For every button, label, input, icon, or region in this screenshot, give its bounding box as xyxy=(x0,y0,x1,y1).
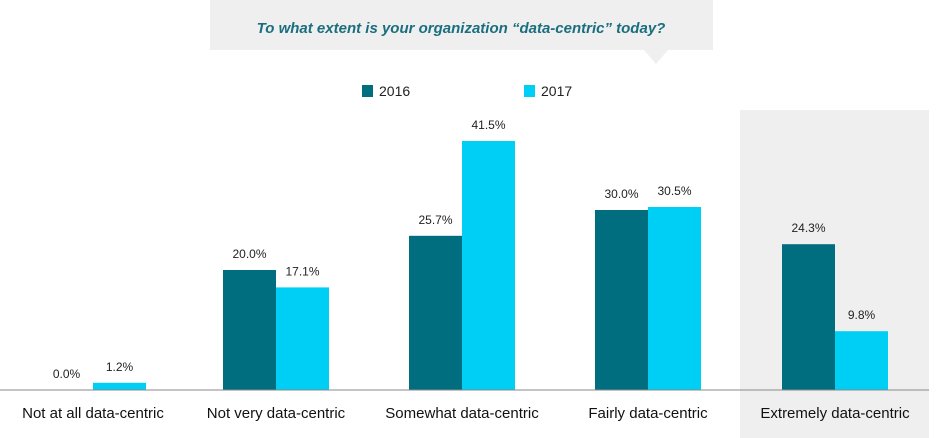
question-box-pointer xyxy=(644,50,668,64)
value-label-2017-extremely-data-centric: 9.8% xyxy=(848,308,876,322)
legend-swatch-2017 xyxy=(524,85,535,97)
legend: 2016 2017 xyxy=(362,83,572,99)
value-label-2017-fairly-data-centric: 30.5% xyxy=(657,184,691,198)
value-label-2016-not-very-data-centric: 20.0% xyxy=(232,247,266,261)
value-label-2017-not-at-all-data-centric: 1.2% xyxy=(106,360,134,374)
legend-swatch-2016 xyxy=(362,85,373,97)
bar-2016-extremely-data-centric xyxy=(782,244,835,390)
question-box xyxy=(210,0,713,50)
bar-2017-somewhat-data-centric xyxy=(462,141,515,390)
value-label-2016-not-at-all-data-centric: 0.0% xyxy=(53,367,81,381)
value-label-2017-somewhat-data-centric: 41.5% xyxy=(471,118,505,132)
bar-2017-not-very-data-centric xyxy=(276,287,329,390)
bar-2017-not-at-all-data-centric xyxy=(93,382,146,390)
category-label-somewhat-data-centric: Somewhat data-centric xyxy=(385,405,539,422)
value-label-2016-extremely-data-centric: 24.3% xyxy=(791,221,825,235)
category-labels: Not at all data-centric Not very data-cen… xyxy=(22,405,910,422)
value-label-2016-somewhat-data-centric: 25.7% xyxy=(418,213,452,227)
bar-2017-fairly-data-centric xyxy=(648,207,701,390)
question-callout: To what extent is your organization “dat… xyxy=(210,0,713,64)
bars xyxy=(93,141,888,390)
value-label-2016-fairly-data-centric: 30.0% xyxy=(604,187,638,201)
bar-2016-not-very-data-centric xyxy=(223,270,276,390)
category-label-fairly-data-centric: Fairly data-centric xyxy=(588,405,708,422)
category-label-not-very-data-centric: Not very data-centric xyxy=(207,405,346,422)
category-label-not-at-all-data-centric: Not at all data-centric xyxy=(22,405,164,422)
category-label-extremely-data-centric: Extremely data-centric xyxy=(760,405,910,422)
legend-label-2016: 2016 xyxy=(379,83,410,99)
value-labels: 0.0% 1.2% 20.0% 17.1% 25.7% 41.5% 30.0% 30.5% 24… xyxy=(53,118,876,381)
bar-2016-fairly-data-centric xyxy=(595,210,648,390)
bar-2017-extremely-data-centric xyxy=(835,331,888,390)
chart-title: To what extent is your organization “dat… xyxy=(257,20,666,37)
bar-2016-somewhat-data-centric xyxy=(409,235,462,390)
legend-label-2017: 2017 xyxy=(541,83,572,99)
value-label-2017-not-very-data-centric: 17.1% xyxy=(285,264,319,278)
